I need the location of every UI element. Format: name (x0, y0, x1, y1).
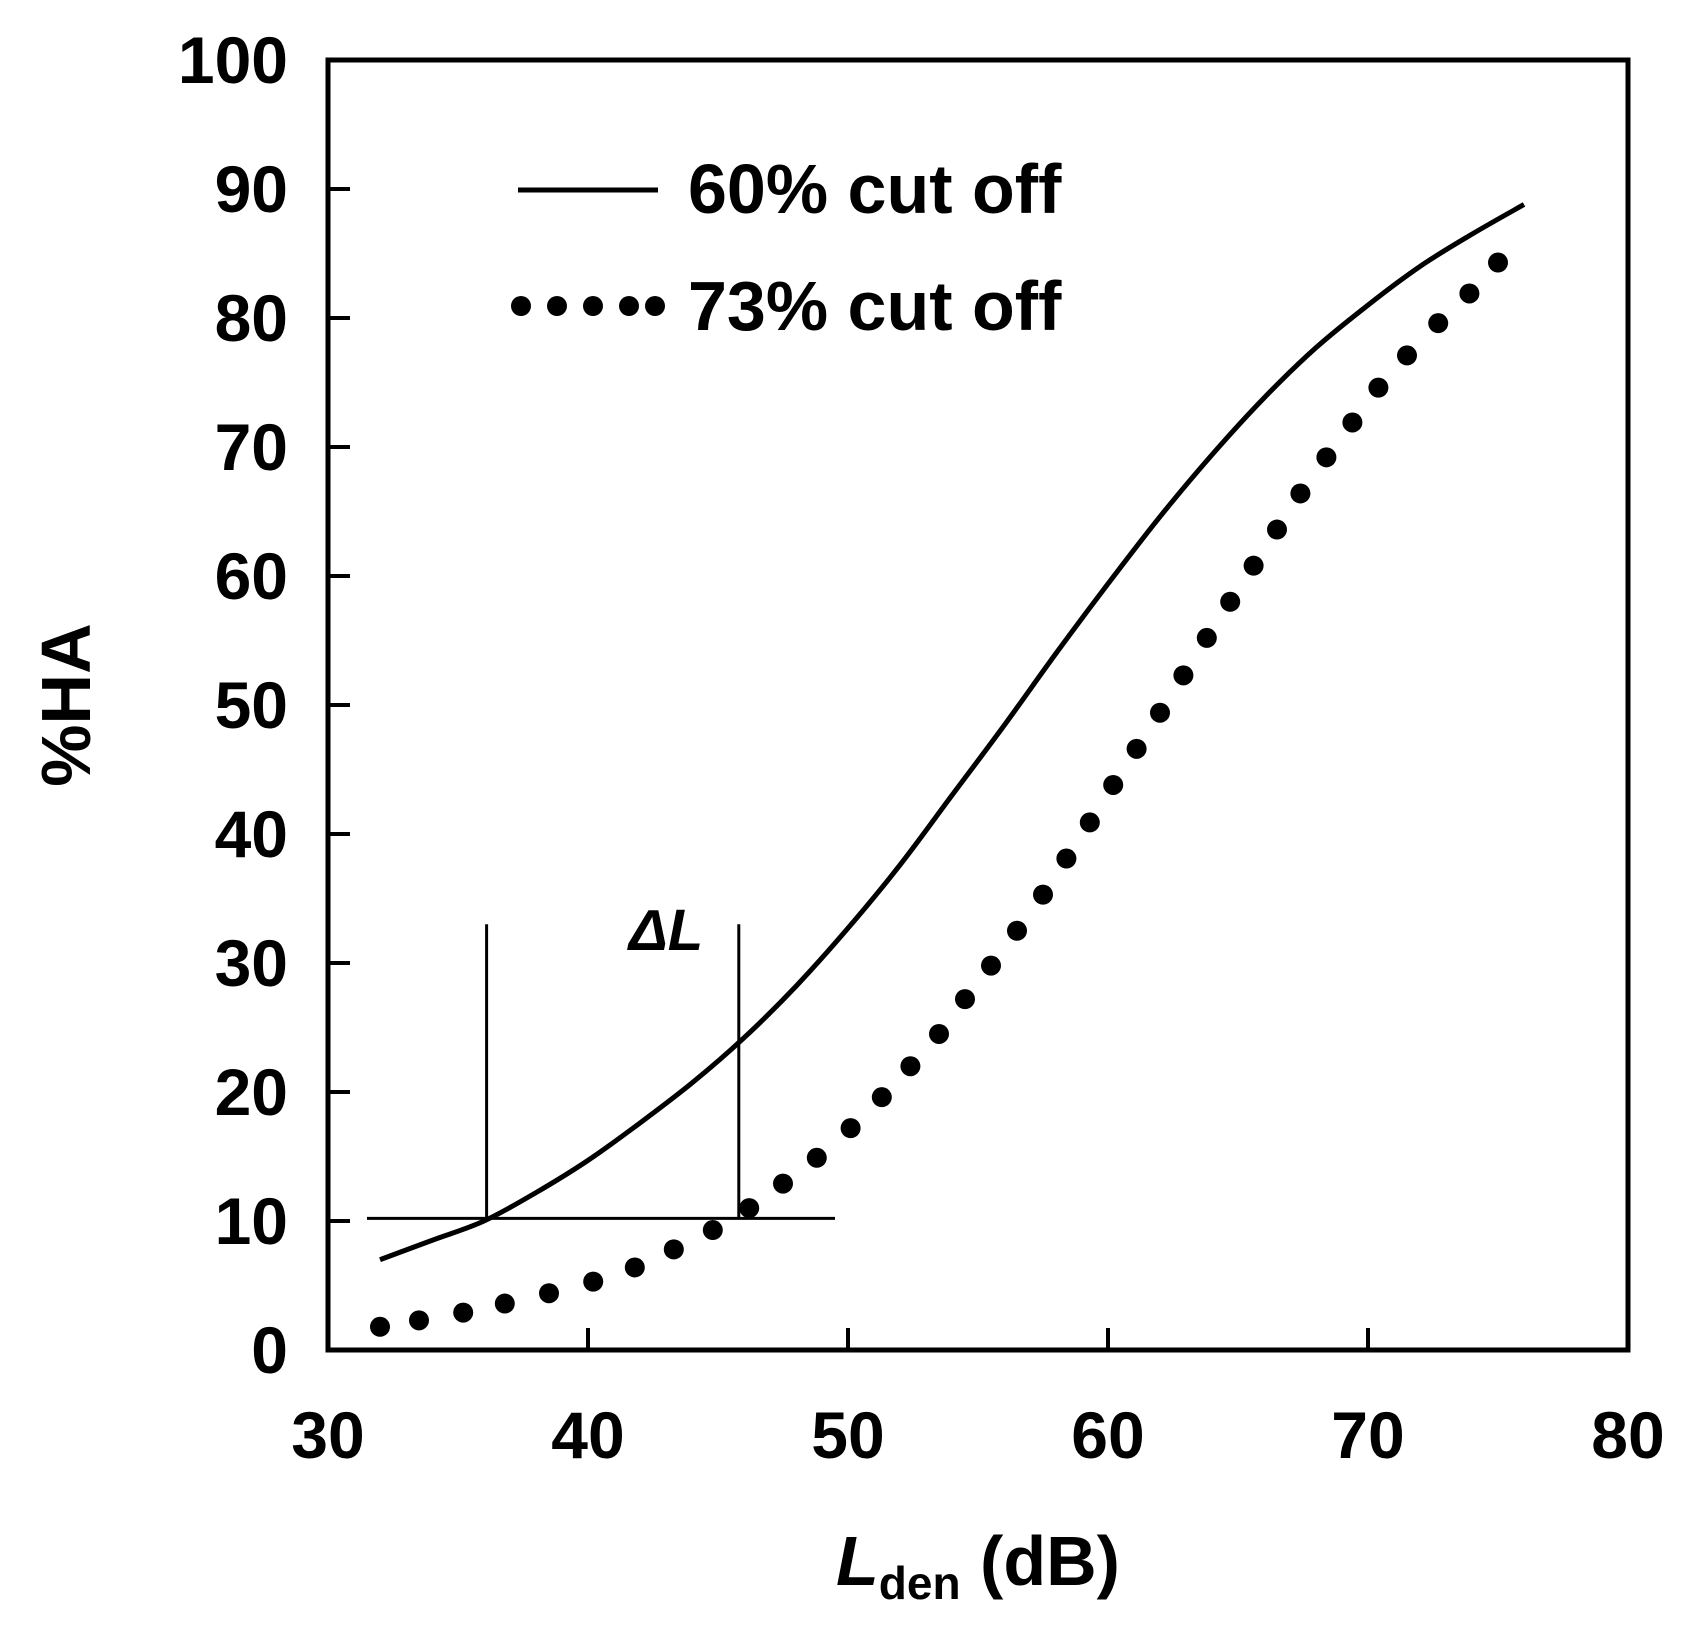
x-tick-label: 50 (811, 1398, 884, 1472)
series-point-2 (871, 1087, 892, 1108)
legend-label-1: 60% cut off (688, 150, 1062, 228)
y-tick-label: 50 (215, 668, 288, 742)
series-point-2 (583, 1271, 604, 1292)
y-tick-label: 10 (215, 1184, 288, 1258)
series-point-2 (955, 989, 975, 1010)
y-tick-label: 80 (215, 281, 288, 355)
series-point-2 (453, 1302, 474, 1323)
legend-dot (645, 296, 665, 316)
series-point-2 (1397, 345, 1417, 366)
x-axis-title-sub: den (879, 1557, 961, 1609)
legend-label-2: 73% cut off (688, 267, 1062, 345)
series-point-2 (1007, 920, 1027, 941)
y-tick-label: 100 (178, 23, 288, 97)
legend-dot (547, 296, 567, 316)
series-point-2 (1150, 702, 1170, 723)
series-point-2 (1126, 738, 1147, 759)
series-point-2 (1488, 252, 1508, 273)
y-tick-label: 60 (215, 539, 288, 613)
series-point-2 (806, 1147, 827, 1168)
legend-dot (619, 296, 639, 316)
series-point-2 (1267, 519, 1287, 540)
x-axis-title-unit: (dB) (961, 1522, 1120, 1600)
legend-dot (583, 296, 603, 316)
x-tick-label: 60 (1071, 1398, 1144, 1472)
y-axis-ticks: 0 10 20 30 40 50 60 70 80 90 100 (178, 23, 350, 1387)
legend-dot (511, 296, 531, 316)
series-point-2 (663, 1239, 684, 1260)
legend-swatch-dotted (511, 296, 665, 316)
series-point-2 (929, 1023, 949, 1044)
x-axis-title-main: L (836, 1522, 879, 1600)
series-point-2 (624, 1257, 645, 1278)
x-tick-label: 30 (291, 1398, 364, 1472)
series-point-2 (1368, 377, 1389, 398)
y-tick-label: 30 (215, 926, 288, 1000)
series-point-2 (1079, 812, 1100, 833)
x-tick-label: 40 (551, 1398, 624, 1472)
series-point-2 (1220, 591, 1241, 612)
series-point-2 (494, 1293, 515, 1314)
y-tick-label: 40 (215, 797, 288, 871)
series-point-2 (773, 1173, 793, 1194)
delta-l-label: ΔL (627, 898, 703, 963)
x-axis-title: Lden (dB) (836, 1522, 1120, 1609)
y-axis-title: %HA (27, 623, 105, 786)
y-tick-label: 70 (215, 410, 288, 484)
plot-frame (325, 57, 1631, 1353)
series-point-2 (370, 1316, 390, 1337)
series-point-2 (900, 1056, 921, 1077)
series-point-2 (840, 1118, 861, 1139)
series-point-2 (1196, 627, 1217, 648)
series-point-2 (981, 955, 1001, 976)
y-tick-label: 0 (251, 1313, 288, 1387)
series-line-1 (379, 202, 1526, 1263)
series-layer (370, 202, 1526, 1337)
series-point-2 (409, 1310, 429, 1331)
series-point-2 (702, 1220, 723, 1241)
x-axis-ticks: 30 40 50 60 70 80 (291, 1328, 1665, 1472)
x-tick-label: 80 (1591, 1398, 1664, 1472)
y-tick-label: 90 (215, 152, 288, 226)
series-point-2 (739, 1198, 760, 1219)
legend: 60% cut off 73% cut off (511, 150, 1062, 345)
y-tick-label: 20 (215, 1055, 288, 1129)
series-point-2 (1316, 447, 1337, 468)
series-point-2 (1243, 555, 1264, 576)
series-point-2 (1173, 665, 1194, 686)
series-point-2 (1056, 848, 1077, 869)
series-point-2 (1428, 313, 1449, 334)
series-point-2 (1033, 884, 1053, 905)
series-point-2 (1342, 412, 1363, 433)
annotations: ΔL (367, 898, 835, 1220)
x-tick-label: 70 (1331, 1398, 1404, 1472)
series-point-2 (539, 1283, 559, 1304)
series-point-2 (1103, 774, 1124, 795)
series-point-2 (1290, 483, 1311, 504)
series-point-2 (1459, 283, 1480, 304)
